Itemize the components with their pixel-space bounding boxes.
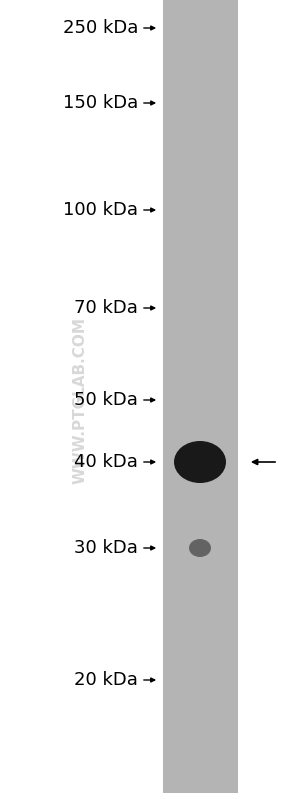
- Text: 70 kDa: 70 kDa: [74, 299, 138, 317]
- Text: 150 kDa: 150 kDa: [63, 94, 138, 112]
- Text: WWW.PTGLAB.COM: WWW.PTGLAB.COM: [73, 316, 88, 483]
- Text: 40 kDa: 40 kDa: [74, 453, 138, 471]
- Text: 250 kDa: 250 kDa: [62, 19, 138, 37]
- Ellipse shape: [189, 539, 211, 557]
- Bar: [163, 0, 238, 793]
- Text: 50 kDa: 50 kDa: [74, 391, 138, 409]
- Ellipse shape: [174, 441, 226, 483]
- Text: 30 kDa: 30 kDa: [74, 539, 138, 557]
- Text: 20 kDa: 20 kDa: [74, 671, 138, 689]
- Text: 100 kDa: 100 kDa: [63, 201, 138, 219]
